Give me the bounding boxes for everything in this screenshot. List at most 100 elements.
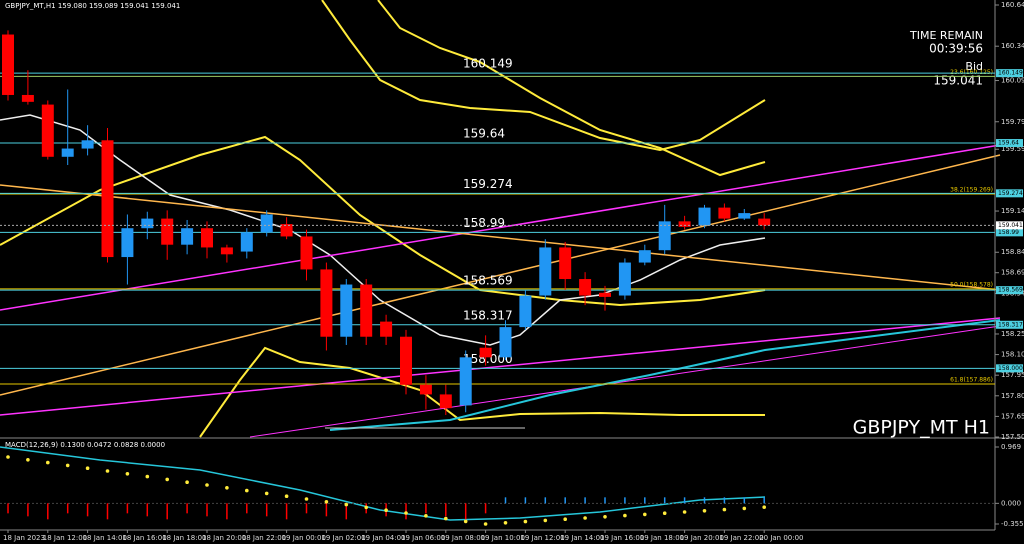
candle-body <box>181 228 194 245</box>
time-remain: 00:39:56 <box>929 42 983 56</box>
macd-dot <box>404 511 408 515</box>
macd-dot <box>483 522 488 526</box>
macd-dot <box>26 458 30 462</box>
y-tick-label: 158.250 <box>1001 330 1024 338</box>
x-tick-label: 19 Jan 16:00 <box>600 534 644 542</box>
candle-body <box>678 221 691 227</box>
macd-tick-label: 0.000 <box>1001 499 1021 507</box>
macd-dot <box>105 469 110 473</box>
macd-dot <box>503 521 508 525</box>
macd-dot <box>145 474 150 479</box>
macd-dot <box>702 509 707 513</box>
candle-body <box>161 218 174 245</box>
candle-body <box>439 394 452 409</box>
y-tick-label: 159.795 <box>1001 118 1024 126</box>
macd-dot <box>205 483 209 487</box>
trend-line <box>0 317 1001 416</box>
bollinger-mid <box>0 135 766 307</box>
candle-body <box>121 228 134 258</box>
candle-body <box>738 213 751 219</box>
x-tick-label: 19 Jan 10:00 <box>481 534 525 542</box>
x-tick-label: 19 Jan 12:00 <box>520 534 564 542</box>
candle-body <box>380 321 393 337</box>
macd-dot <box>603 515 607 519</box>
time-remain-label: TIME REMAIN <box>909 29 983 42</box>
candle-body <box>340 284 353 337</box>
candle-body <box>658 221 671 251</box>
macd-dot <box>563 517 567 521</box>
price-level-label: 158.99 <box>463 216 505 230</box>
candle-body <box>220 247 233 255</box>
macd-dot <box>324 500 329 504</box>
candle-body <box>579 279 592 296</box>
fib-label: 38.2(159.269) <box>950 187 993 194</box>
watermark: GBPJPY_MT H1 <box>853 417 990 439</box>
chart-title: GBPJPY_MT,H1 159.080 159.089 159.041 159… <box>5 2 180 10</box>
channel-line <box>329 319 1001 431</box>
y-tick-label: 158.845 <box>1001 248 1024 256</box>
x-tick-label: 19 Jan 02:00 <box>321 534 365 542</box>
axis-level-box <box>996 320 1023 329</box>
trend-line <box>0 154 1001 396</box>
candle-body <box>101 140 114 258</box>
macd-dot <box>125 472 130 476</box>
axis-level-label: 159.64 <box>998 140 1019 147</box>
y-tick-label: 157.500 <box>1001 433 1024 441</box>
macd-dot <box>6 455 10 459</box>
bollinger-upper-2 <box>377 0 766 177</box>
macd-dot <box>643 512 647 517</box>
axis-level-label: 158.000 <box>998 365 1023 372</box>
x-tick-label: 19 Jan 08:00 <box>441 534 485 542</box>
candle-body <box>499 327 512 358</box>
candle-body <box>300 236 313 270</box>
candle-body <box>260 214 273 233</box>
macd-dot <box>444 516 448 521</box>
x-tick-label: 18 Jan 14:00 <box>83 534 127 542</box>
x-tick-label: 18 Jan 22:00 <box>242 534 286 542</box>
axis-level-box <box>996 286 1023 295</box>
fib-label: 23.6(160.125) <box>950 69 993 76</box>
x-tick-label: 19 Jan 14:00 <box>560 534 604 542</box>
macd-dot <box>623 513 627 518</box>
axis-level-label: 159.274 <box>998 190 1023 197</box>
macd-dot <box>165 477 169 482</box>
fib-label: 50.0(158.578) <box>950 281 993 288</box>
price-level-label: 158.569 <box>463 274 513 288</box>
candle-body <box>2 34 14 95</box>
y-tick-label: 157.800 <box>1001 392 1024 400</box>
macd-dot <box>85 466 90 471</box>
axis-level-box <box>996 69 1023 78</box>
macd-line <box>0 446 766 521</box>
candle-body <box>81 140 94 149</box>
bollinger-upper <box>321 0 766 152</box>
candle-body <box>459 357 472 406</box>
candle-body <box>599 292 611 297</box>
macd-dot <box>46 460 50 465</box>
x-tick-label: 19 Jan 22:00 <box>719 534 763 542</box>
candle-body <box>698 207 711 226</box>
trend-line <box>249 325 1001 438</box>
candle-body <box>638 250 651 263</box>
macd-tick-label: 0.969 <box>1001 443 1021 451</box>
candle-body <box>360 284 373 337</box>
bid: 159.041 <box>933 74 983 88</box>
y-tick-label: 160.645 <box>1001 1 1024 9</box>
axis-level-label: 160.149 <box>998 70 1023 77</box>
macd-dot <box>364 505 369 510</box>
y-tick-label: 160.345 <box>1001 42 1024 50</box>
candle-body <box>400 336 412 385</box>
bid-axis-label: 159.041 <box>998 222 1023 229</box>
macd-dot <box>245 488 249 493</box>
indicators <box>0 0 1001 438</box>
price-level-label: 160.149 <box>463 57 513 71</box>
x-tick-label: 18 Jan 16:00 <box>122 534 166 542</box>
trend-line <box>0 144 1001 311</box>
price-level-label: 159.64 <box>463 127 505 141</box>
price-level-label: 158.317 <box>463 308 513 322</box>
x-tick-label: 20 Jan 00:00 <box>759 534 803 542</box>
macd-dot <box>344 502 349 507</box>
x-tick-label: 18 Jan 2023 <box>3 534 45 542</box>
macd-dot <box>682 510 687 514</box>
candle-body <box>240 232 253 252</box>
